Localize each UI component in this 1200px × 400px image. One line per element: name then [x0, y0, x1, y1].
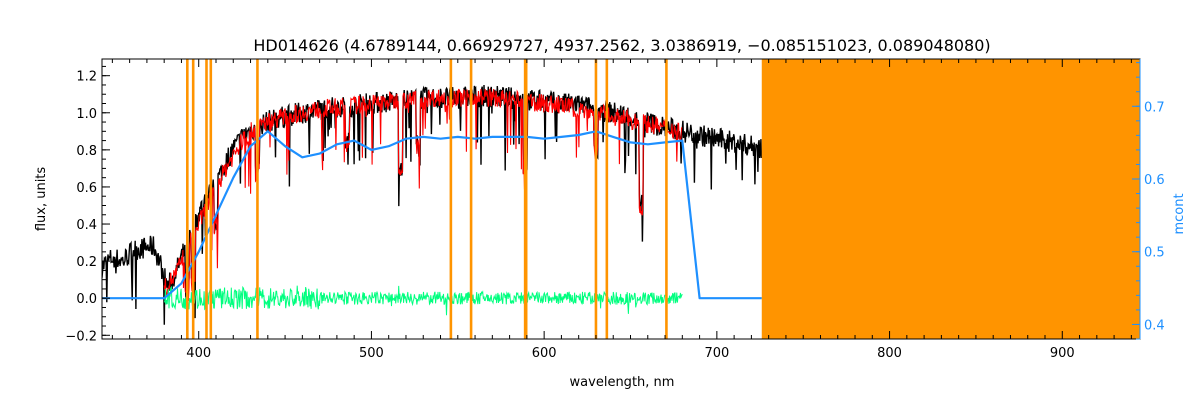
chart-title: HD014626 (4.6789144, 0.66929727, 4937.25… — [253, 36, 990, 55]
x-axis-label: wavelength, nm — [570, 375, 675, 390]
x-tick-label: 900 — [1050, 346, 1075, 361]
y2-tick-label: 0.6 — [1144, 173, 1165, 188]
y-tick-label: 0.4 — [76, 218, 97, 233]
y-tick-label: 0.8 — [76, 144, 97, 159]
x-tick-label: 700 — [704, 346, 729, 361]
y-tick-label: 0.6 — [76, 181, 97, 196]
x-tick-label: 400 — [186, 346, 211, 361]
x-tick-label: 500 — [359, 346, 384, 361]
y2-tick-label: 0.7 — [1144, 100, 1165, 115]
y-axis-label: flux, units — [34, 167, 49, 232]
residual-series — [163, 285, 683, 316]
y2-tick-label: 0.5 — [1144, 246, 1165, 261]
y-tick-label: −0.2 — [65, 329, 97, 344]
x-tick-label: 600 — [532, 346, 557, 361]
x-tick-label: 800 — [877, 346, 902, 361]
observed-spectrum — [102, 84, 763, 325]
y-tick-label: 0.0 — [76, 292, 97, 307]
y-tick-label: 1.0 — [76, 107, 97, 122]
plot-content — [102, 59, 1140, 339]
axes: 400 500 600 700 800 900 −0.2 0.0 0.2 0.4 0.6 0.8 1.0… — [65, 58, 1165, 361]
y-tick-label: 0.2 — [76, 255, 97, 270]
continuum-curve — [102, 130, 762, 300]
y-tick-label: 1.2 — [76, 70, 97, 85]
masked-region — [761, 59, 1140, 339]
y2-tick-label: 0.4 — [1144, 318, 1165, 333]
y2-axis-label: mcont — [1172, 193, 1187, 234]
plot-area — [102, 59, 1140, 339]
